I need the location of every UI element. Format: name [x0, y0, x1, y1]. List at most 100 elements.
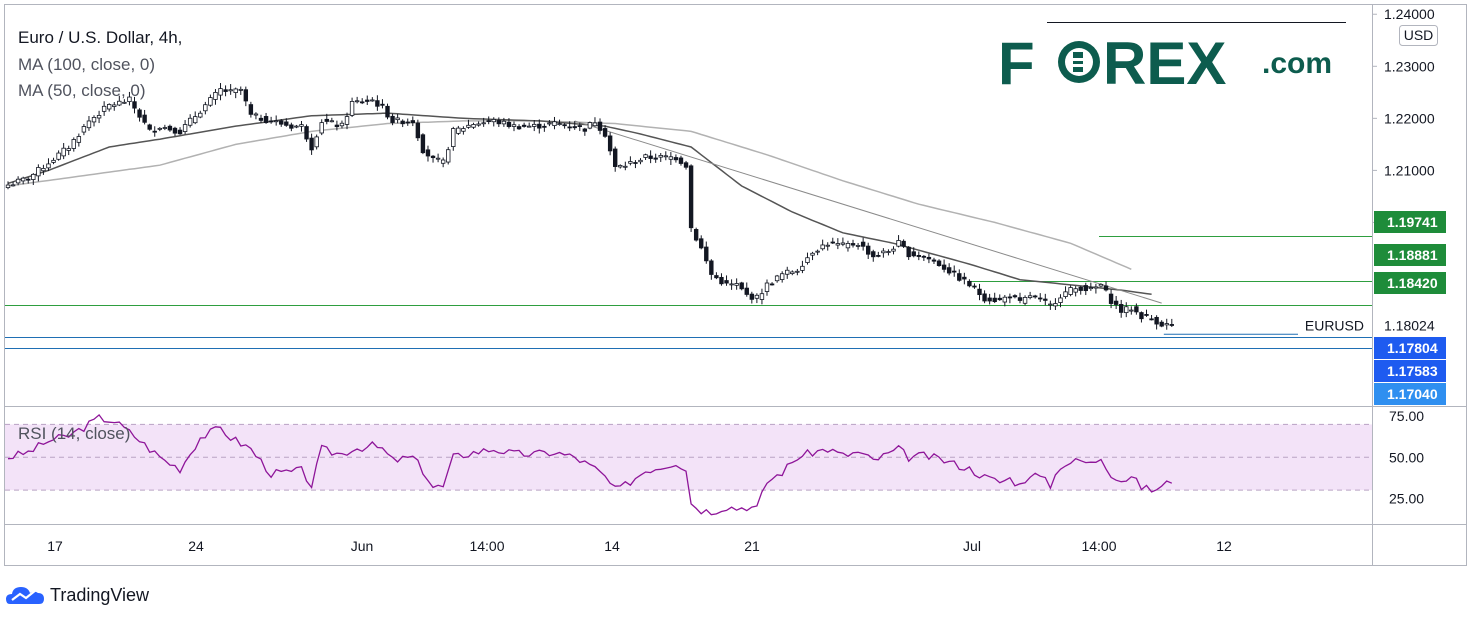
candle	[20, 176, 26, 185]
candle	[967, 279, 972, 288]
candle-body	[623, 165, 628, 168]
candle-body	[1002, 296, 1008, 303]
candle	[193, 111, 198, 125]
candle	[1108, 289, 1114, 309]
candle-body	[840, 242, 846, 245]
candle-body	[572, 126, 577, 129]
candle	[228, 84, 233, 95]
currency-box[interactable]	[1399, 25, 1438, 46]
candle-body	[187, 117, 193, 126]
candle	[779, 271, 785, 283]
candle	[435, 153, 441, 163]
candle-body	[941, 264, 947, 270]
candle	[339, 120, 345, 129]
candles	[5, 83, 1174, 330]
candle-body	[177, 129, 183, 135]
trendline	[574, 120, 1162, 304]
candle-body	[365, 99, 370, 102]
level-tag-label: 1.17804	[1387, 340, 1438, 356]
candle	[137, 108, 142, 122]
candle-body	[688, 165, 694, 229]
candle-body	[638, 159, 643, 163]
candle-body	[56, 152, 61, 160]
candle-body	[1119, 304, 1124, 313]
candle-body	[1058, 297, 1063, 303]
candle-body	[203, 104, 208, 112]
candle-body	[886, 251, 891, 253]
candle-body	[461, 128, 466, 132]
candle-body	[982, 293, 987, 302]
chart-title: Euro / U.S. Dollar, 4h,	[18, 28, 182, 47]
candle-body	[613, 148, 618, 167]
candle-body	[810, 252, 815, 256]
level-tag-label: 1.17040	[1387, 386, 1438, 402]
candle-body	[289, 124, 294, 129]
candle-body	[284, 121, 289, 126]
candle-body	[390, 115, 395, 123]
candle	[1068, 285, 1073, 297]
candle-body	[415, 122, 421, 139]
candle	[96, 110, 102, 124]
moving-averages	[7, 112, 1162, 304]
candle-body	[845, 243, 851, 249]
candle	[1038, 293, 1043, 302]
candle-body	[653, 157, 658, 160]
candle-body	[537, 123, 542, 129]
time-tick-label: 12	[1216, 538, 1232, 554]
candle-body	[10, 184, 16, 187]
tradingview-brand[interactable]: TradingView	[6, 582, 149, 608]
candle-body	[774, 275, 780, 282]
candle-body	[268, 120, 274, 123]
candle	[314, 134, 319, 150]
candle	[91, 115, 97, 127]
candle	[279, 118, 284, 127]
candle-body	[1134, 306, 1139, 313]
level-lines	[5, 236, 1372, 349]
candle	[329, 117, 335, 123]
candle-body	[304, 126, 309, 140]
candle	[107, 103, 112, 112]
candle-body	[279, 120, 284, 125]
candle	[253, 112, 259, 120]
candle-body	[855, 245, 861, 247]
candle-body	[921, 255, 927, 258]
candle	[51, 157, 56, 165]
candle-body	[359, 101, 365, 104]
candle-body	[71, 139, 76, 149]
ma100-line	[7, 120, 1132, 270]
candle-body	[496, 120, 502, 125]
candle-body	[931, 259, 937, 262]
candle-body	[258, 117, 264, 121]
candle	[1027, 291, 1033, 300]
candle-body	[46, 163, 51, 169]
candle	[693, 227, 699, 242]
candle-body	[911, 251, 916, 257]
candle	[688, 164, 694, 232]
candle	[101, 101, 107, 116]
candle-body	[193, 116, 198, 124]
svg-text:.com: .com	[1262, 47, 1332, 80]
candle-body	[1007, 296, 1013, 299]
candle	[56, 150, 61, 161]
candle-body	[440, 159, 446, 164]
candle-body	[162, 127, 168, 129]
candle-body	[20, 177, 26, 182]
candle	[921, 255, 927, 261]
candle	[1129, 306, 1134, 315]
candle	[572, 121, 577, 130]
legend-ma50: MA (50, close, 0)	[18, 81, 146, 100]
candle	[982, 290, 987, 304]
candle-body	[724, 280, 729, 284]
candle-body	[678, 157, 684, 164]
candle	[223, 85, 228, 97]
candle	[501, 117, 507, 127]
candle	[769, 282, 775, 286]
candle	[906, 246, 911, 260]
candle-body	[15, 178, 21, 184]
candle-body	[673, 157, 679, 161]
candle	[825, 242, 830, 251]
candle-body	[299, 124, 304, 127]
candle	[830, 237, 835, 244]
candle-body	[739, 282, 744, 290]
candle-body	[334, 124, 340, 128]
